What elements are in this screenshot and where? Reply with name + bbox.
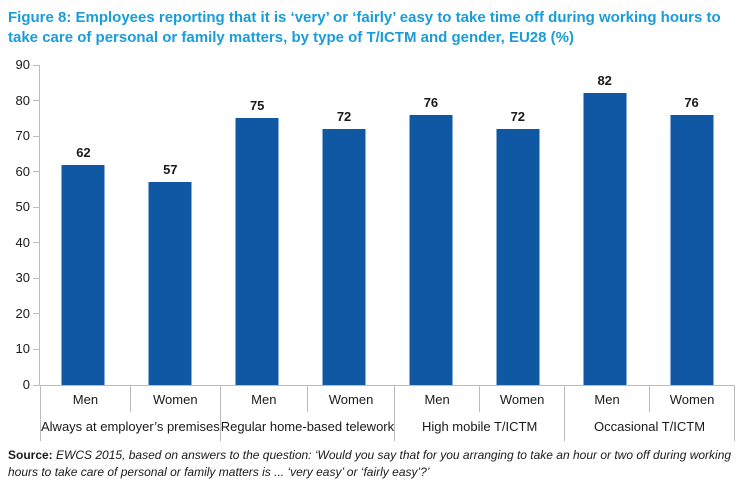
figure-title: Figure 8: Employees reporting that it is… <box>8 9 721 46</box>
y-axis-line <box>39 65 40 386</box>
bar <box>583 93 627 385</box>
category-group: Men Women Always at employer’s premises <box>41 386 221 441</box>
y-tick-mark <box>33 206 39 208</box>
category-label: Women <box>669 391 715 407</box>
y-tick-mark <box>33 384 39 386</box>
x-axis-labels: Men Women Always at employer’s premises Men… <box>40 386 735 441</box>
bar-value-label: 82 <box>597 73 612 89</box>
bar-value-label: 76 <box>684 94 699 110</box>
category-label: Men <box>41 386 131 412</box>
source-label: Source: <box>8 448 53 462</box>
category-row: Men Women <box>221 386 394 412</box>
y-tick-label: 60 <box>15 163 30 179</box>
bar-column: 82 <box>561 65 648 385</box>
group-label: Always at employer’s premises <box>41 419 220 434</box>
group-label: Regular home-based telework <box>220 419 395 434</box>
bar-column: 72 <box>301 65 388 385</box>
y-tick-label: 80 <box>15 92 30 108</box>
y-tick-mark <box>33 348 39 350</box>
category-label: Women <box>153 391 198 407</box>
category-label: Women <box>328 391 374 407</box>
y-tick-label: 70 <box>15 128 30 144</box>
bar-column: 76 <box>648 65 735 385</box>
y-tick-mark <box>33 100 39 102</box>
y-tick-mark <box>33 277 39 279</box>
y-tick-label: 50 <box>15 199 30 215</box>
bar-value-label: 72 <box>510 109 526 124</box>
category-label: Men <box>565 386 651 412</box>
y-tick-mark <box>33 64 39 66</box>
category-label: Women <box>499 391 545 407</box>
category-label: Men <box>221 386 308 412</box>
bar-column: 62 <box>40 65 127 385</box>
bar <box>235 118 279 385</box>
y-tick-label: 10 <box>15 341 30 357</box>
bar-column: 75 <box>214 65 301 385</box>
y-tick-label: 90 <box>15 57 30 72</box>
y-tick-label: 30 <box>15 270 30 286</box>
group-label: High mobile T/ICTM <box>421 419 538 434</box>
bar-column: 76 <box>388 65 475 385</box>
x-axis-line <box>39 385 735 386</box>
category-group: Men Women High mobile T/ICTM <box>395 386 566 441</box>
y-tick-mark <box>33 171 39 173</box>
source-note: Source: EWCS 2015, based on answers to t… <box>8 447 745 480</box>
y-tick-label: 0 <box>22 377 30 392</box>
bar-value-label: 57 <box>163 162 178 178</box>
bar <box>670 114 714 385</box>
category-group: Men Women Regular home-based telework <box>220 386 396 441</box>
bar-value-label: 62 <box>76 144 91 160</box>
group-label: Occasional T/ICTM <box>594 419 706 434</box>
bar <box>496 129 540 385</box>
bar <box>61 164 105 385</box>
y-tick-label: 20 <box>15 305 30 321</box>
y-tick-mark <box>33 135 39 137</box>
bar-value-label: 72 <box>336 109 352 124</box>
y-tick-mark <box>33 242 39 244</box>
bar-value-label: 76 <box>423 94 439 110</box>
bar <box>409 114 453 385</box>
bar <box>148 182 192 385</box>
category-row: Men Women <box>565 386 734 412</box>
bar-columns: 62 57 75 72 76 72 82 76 <box>40 65 735 385</box>
bar-column: 57 <box>127 65 214 385</box>
y-tick-label: 40 <box>15 234 30 250</box>
category-label: Men <box>395 386 481 412</box>
category-row: Men Women <box>395 386 564 412</box>
bar-value-label: 75 <box>249 98 265 114</box>
y-tick-mark <box>33 313 39 315</box>
bar <box>322 129 366 385</box>
source-text: EWCS 2015, based on answers to the quest… <box>8 448 732 479</box>
plot-area: 62 57 75 72 76 72 82 76 0 10 20 30 40 50 60 70 80 90 <box>16 57 735 392</box>
category-row: Men Women <box>41 386 220 412</box>
category-group: Men Women Occasional T/ICTM <box>565 386 734 441</box>
bar-column: 72 <box>474 65 561 385</box>
